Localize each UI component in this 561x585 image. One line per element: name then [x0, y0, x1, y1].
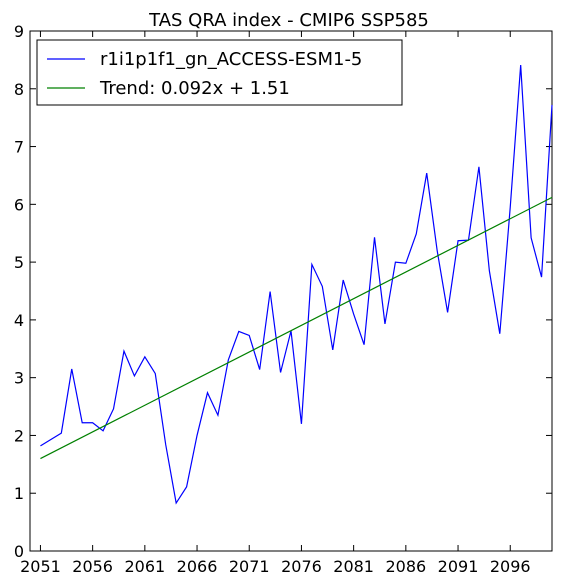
y-tick-label: 7 — [14, 138, 24, 157]
x-tick-label: 2051 — [20, 557, 61, 576]
x-tick-label: 2071 — [229, 557, 270, 576]
x-tick-label: 2081 — [333, 557, 374, 576]
legend-label-0: r1i1p1f1_gn_ACCESS-ESM1-5 — [100, 49, 362, 70]
legend: r1i1p1f1_gn_ACCESS-ESM1-5 Trend: 0.092x +… — [37, 40, 402, 105]
x-tick-label: 2056 — [72, 557, 113, 576]
plot-area — [30, 31, 552, 551]
y-tick-label: 5 — [14, 253, 24, 272]
y-tick-label: 8 — [14, 80, 24, 99]
y-tick-label: 9 — [14, 22, 24, 41]
y-tick-label: 4 — [14, 311, 24, 330]
x-tick-label: 2091 — [438, 557, 479, 576]
y-tick-label: 1 — [14, 484, 24, 503]
x-tick-label: 2061 — [124, 557, 165, 576]
chart-title: TAS QRA index - CMIP6 SSP585 — [148, 10, 429, 31]
x-tick-label: 2096 — [490, 557, 531, 576]
y-tick-label: 3 — [14, 369, 24, 388]
y-tick-label: 6 — [14, 195, 24, 214]
x-tick-label: 2076 — [281, 557, 322, 576]
y-tick-label: 2 — [14, 426, 24, 445]
x-tick-label: 2066 — [177, 557, 218, 576]
x-tick-label: 2086 — [385, 557, 426, 576]
legend-label-1: Trend: 0.092x + 1.51 — [99, 78, 290, 99]
